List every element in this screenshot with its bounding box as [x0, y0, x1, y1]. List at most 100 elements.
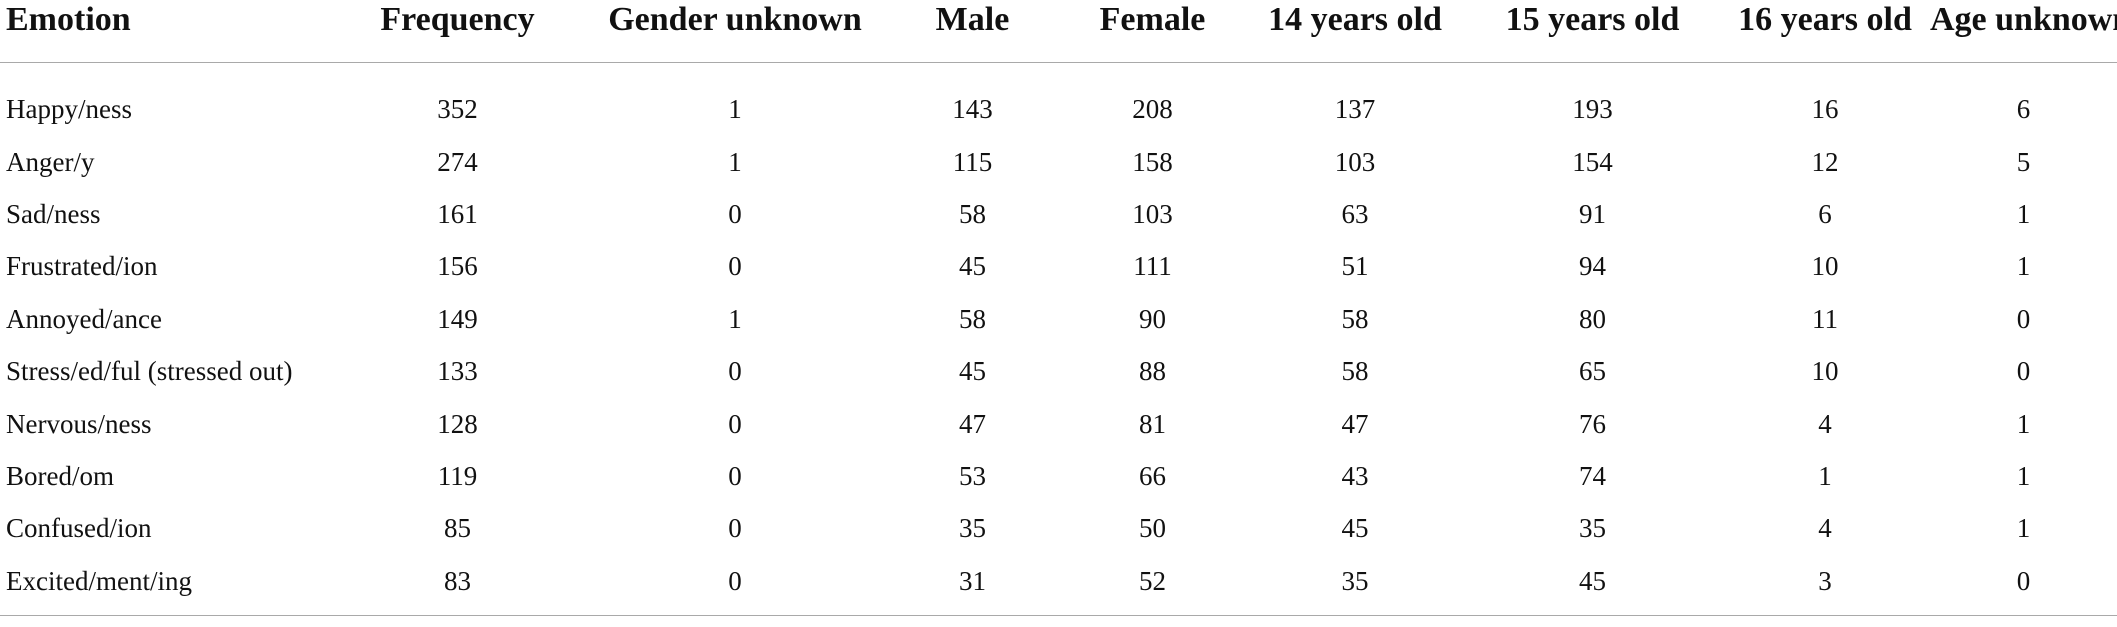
cell-14-years-old: 58	[1341, 303, 1369, 334]
table-row: Annoyed/ance 149 1 58 90 58 80 11 0	[0, 293, 2117, 345]
cell-16-years-old: 16	[1811, 94, 1839, 125]
cell-age-unknown: 0	[2016, 356, 2031, 387]
cell-emotion: Sad/ness	[6, 198, 101, 229]
cell-16-years-old: 4	[1818, 408, 1832, 439]
table-header-row: Emotion Frequency Gender unknown Male Fe…	[0, 0, 2117, 63]
header-gender-unknown: Gender unknown	[608, 1, 862, 38]
cell-gender-unknown: 0	[728, 565, 742, 596]
cell-14-years-old: 58	[1341, 356, 1369, 387]
cell-female: 81	[1139, 408, 1166, 439]
cell-frequency: 85	[444, 513, 471, 544]
cell-15-years-old: 76	[1579, 408, 1606, 439]
cell-male: 53	[959, 460, 986, 491]
cell-gender-unknown: 0	[728, 513, 742, 544]
cell-14-years-old: 63	[1341, 198, 1369, 229]
cell-15-years-old: 91	[1579, 198, 1606, 229]
cell-frequency: 83	[444, 565, 471, 596]
cell-16-years-old: 1	[1818, 460, 1832, 491]
cell-frequency: 128	[437, 408, 478, 439]
cell-age-unknown: 0	[2016, 565, 2031, 596]
header-divider-line	[0, 62, 2117, 63]
table-body: Happy/ness 352 1 143 208 137 193 16 6 Anger/y 274 1…	[0, 63, 2117, 615]
cell-emotion: Anger/y	[6, 146, 95, 177]
cell-male: 35	[959, 513, 986, 544]
cell-emotion: Excited/ment/ing	[6, 565, 192, 596]
cell-gender-unknown: 1	[728, 303, 742, 334]
table-row: Bored/om 119 0 53 66 43 74 1 1	[0, 450, 2117, 502]
cell-16-years-old: 10	[1811, 251, 1839, 282]
cell-frequency: 149	[437, 303, 478, 334]
cell-frequency: 274	[437, 146, 478, 177]
cell-male: 47	[959, 408, 986, 439]
cell-male: 45	[959, 356, 986, 387]
cell-14-years-old: 43	[1341, 460, 1369, 491]
cell-16-years-old: 3	[1818, 565, 1832, 596]
table-row: Frustrated/ion 156 0 45 111 51 94 10 1	[0, 240, 2117, 292]
cell-emotion: Confused/ion	[6, 513, 152, 544]
header-15-years-old: 15 years old	[1505, 1, 1680, 38]
cell-male: 143	[952, 94, 993, 125]
cell-frequency: 352	[437, 94, 478, 125]
header-female: Female	[1099, 1, 1206, 38]
table-row: Sad/ness 161 0 58 103 63 91 6 1	[0, 188, 2117, 240]
table-row: Nervous/ness 128 0 47 81 47 76 4 1	[0, 397, 2117, 449]
cell-gender-unknown: 1	[728, 146, 742, 177]
cell-age-unknown: 1	[2016, 198, 2031, 229]
table-row: Excited/ment/ing 83 0 31 52 35 45 3 0	[0, 555, 2117, 616]
header-14-years-old: 14 years old	[1268, 1, 1442, 38]
cell-15-years-old: 35	[1579, 513, 1606, 544]
cell-female: 158	[1132, 146, 1173, 177]
cell-frequency: 119	[437, 460, 478, 491]
cell-age-unknown: 1	[2016, 460, 2031, 491]
cell-15-years-old: 193	[1572, 94, 1613, 125]
cell-15-years-old: 94	[1579, 251, 1606, 282]
cell-age-unknown: 1	[2016, 513, 2031, 544]
cell-15-years-old: 154	[1572, 146, 1613, 177]
cell-16-years-old: 12	[1811, 146, 1839, 177]
header-age-unknown: Age unknown	[1930, 1, 2117, 38]
header-divider-rule	[0, 62, 2117, 63]
cell-female: 66	[1139, 460, 1166, 491]
table-row: Happy/ness 352 1 143 208 137 193 16 6	[0, 63, 2117, 135]
cell-frequency: 133	[437, 356, 478, 387]
cell-age-unknown: 5	[2016, 146, 2031, 177]
bottom-divider-line	[0, 615, 2117, 616]
cell-male: 58	[959, 303, 986, 334]
table-row: Confused/ion 85 0 35 50 45 35 4 1	[0, 502, 2117, 554]
cell-14-years-old: 45	[1341, 513, 1369, 544]
cell-14-years-old: 137	[1334, 94, 1376, 125]
cell-emotion: Nervous/ness	[6, 408, 152, 439]
cell-frequency: 156	[437, 251, 478, 282]
header-16-years-old: 16 years old	[1738, 1, 1912, 38]
cell-gender-unknown: 0	[728, 198, 742, 229]
cell-15-years-old: 65	[1579, 356, 1606, 387]
cell-gender-unknown: 0	[728, 251, 742, 282]
cell-emotion: Frustrated/ion	[6, 251, 158, 282]
cell-male: 58	[959, 198, 986, 229]
cell-female: 52	[1139, 565, 1166, 596]
header-male: Male	[935, 1, 1010, 38]
cell-male: 31	[959, 565, 986, 596]
cell-16-years-old: 6	[1818, 198, 1832, 229]
cell-16-years-old: 11	[1812, 303, 1838, 334]
header-emotion: Emotion	[6, 1, 131, 38]
cell-female: 208	[1132, 94, 1173, 125]
cell-15-years-old: 74	[1579, 460, 1606, 491]
cell-16-years-old: 4	[1818, 513, 1832, 544]
cell-emotion: Annoyed/ance	[6, 303, 162, 334]
cell-age-unknown: 1	[2016, 251, 2031, 282]
table-row: Anger/y 274 1 115 158 103 154 12 5	[0, 135, 2117, 187]
cell-male: 45	[959, 251, 986, 282]
cell-gender-unknown: 0	[728, 356, 742, 387]
cell-gender-unknown: 0	[728, 408, 742, 439]
cell-emotion: Bored/om	[6, 460, 114, 491]
cell-age-unknown: 0	[2016, 303, 2031, 334]
cell-emotion: Stress/ed/ful (stressed out)	[6, 356, 293, 387]
cell-age-unknown: 6	[2016, 94, 2031, 125]
cell-age-unknown: 1	[2016, 408, 2031, 439]
cell-gender-unknown: 0	[728, 460, 742, 491]
cell-female: 103	[1132, 198, 1173, 229]
cell-14-years-old: 35	[1341, 565, 1369, 596]
